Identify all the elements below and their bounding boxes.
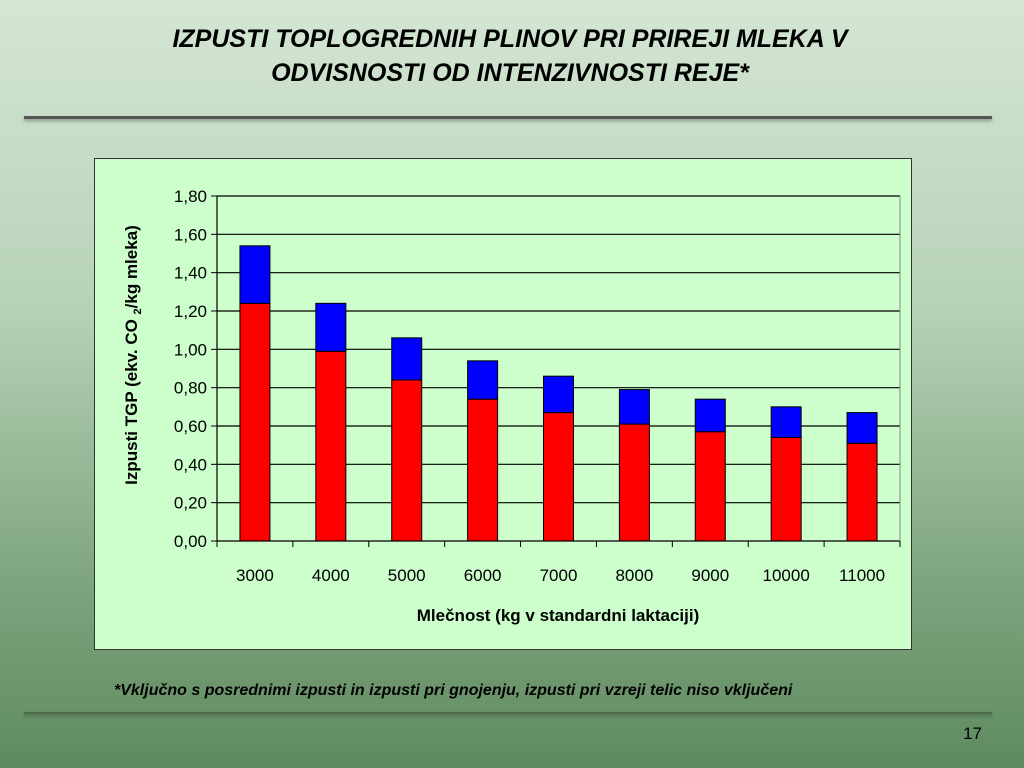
bar-segment-top	[846, 412, 878, 444]
x-tick-label: 4000	[312, 566, 350, 585]
bar-segment-bottom	[770, 437, 802, 542]
bar-segment-bottom	[618, 423, 650, 542]
y-tick-label: 1,80	[174, 187, 207, 206]
y-tick-label: 0,20	[174, 494, 207, 513]
y-tick-labels: 0,00 0,20 0,40 0,60 0,80 1,00 1,20 1,40 1,60 1,80	[174, 187, 207, 551]
y-tick-label: 1,00	[174, 340, 207, 359]
chart-container: 0,00 0,20 0,40 0,60 0,80 1,00 1,20 1,40 1,60 1,80…	[94, 158, 912, 650]
bar-segment-top	[770, 406, 802, 438]
y-tick-label: 1,40	[174, 264, 207, 283]
y-tick-label: 1,60	[174, 225, 207, 244]
footnote: *Vključno s posrednimi izpusti in izpust…	[114, 682, 793, 699]
bar-segment-bottom	[694, 431, 726, 542]
bar-segment-top	[618, 389, 650, 425]
x-tick-label: 5000	[388, 566, 426, 585]
bar-segment-bottom	[543, 412, 574, 542]
bars	[239, 245, 878, 542]
x-tick-label: 7000	[540, 566, 578, 585]
bar-segment-top	[315, 302, 347, 352]
bar-segment-bottom	[391, 379, 423, 542]
page-number: 17	[963, 724, 982, 743]
bar-segment-bottom	[846, 442, 878, 542]
bar-segment-top	[467, 360, 499, 400]
bar-segment-bottom	[467, 398, 499, 542]
stacked-bar-chart: 0,00 0,20 0,40 0,60 0,80 1,00 1,20 1,40 1,60 1,80…	[122, 187, 901, 625]
bar-segment-bottom	[315, 350, 347, 542]
bar-segment-top	[694, 398, 726, 433]
x-tick-labels: 3000 4000 5000 6000 7000 8000 9000 10000 11000	[236, 566, 885, 585]
y-axis-title: Izpusti TGP (ekv. CO 2/kg mleka)	[122, 225, 144, 485]
slide-title-line-2: ODVISNOSTI OD INTENZIVNOSTI REJE*	[271, 59, 749, 87]
title-divider	[24, 116, 992, 119]
slide-title: IZPUSTI TOPLOGREDNIH PLINOV PRI PRIREJI …	[60, 22, 960, 90]
axes	[216, 196, 901, 547]
y-tick-label: 0,80	[174, 379, 207, 398]
x-axis-title: Mlečnost (kg v standardni laktaciji)	[417, 606, 699, 625]
bar-segment-bottom	[239, 302, 271, 542]
x-tick-label: 8000	[615, 566, 653, 585]
x-tick-label: 6000	[464, 566, 502, 585]
footer-divider	[24, 712, 992, 714]
bar-segment-top	[543, 375, 574, 414]
y-tick-label: 0,40	[174, 455, 207, 474]
y-tick-label: 0,60	[174, 417, 207, 436]
bar-segment-top	[391, 337, 423, 381]
y-tick-label: 1,20	[174, 302, 207, 321]
x-tick-label: 3000	[236, 566, 274, 585]
y-tick-label: 0,00	[174, 532, 207, 551]
x-tick-label: 9000	[691, 566, 729, 585]
bar-segment-top	[239, 245, 271, 304]
slide-title-line-1: IZPUSTI TOPLOGREDNIH PLINOV PRI PRIREJI …	[172, 25, 848, 53]
x-tick-label: 11000	[839, 566, 885, 585]
x-tick-label: 10000	[763, 566, 810, 585]
